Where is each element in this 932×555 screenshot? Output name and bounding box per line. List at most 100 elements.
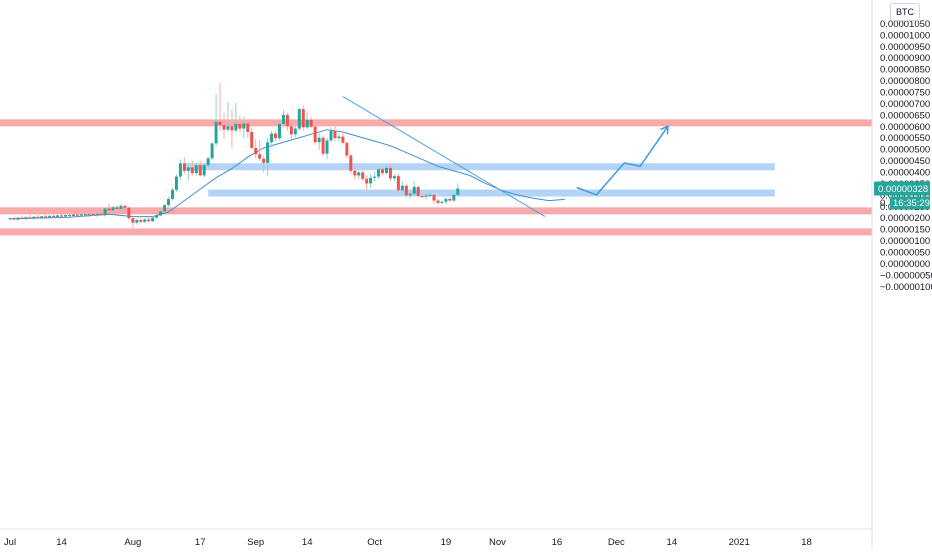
candle[interactable] [206,156,210,168]
candle[interactable] [186,162,190,181]
candle[interactable] [143,218,147,224]
candle[interactable] [444,197,448,204]
candle[interactable] [178,159,182,180]
candle[interactable] [28,215,32,220]
candle[interactable] [293,126,297,138]
candle[interactable] [242,116,246,139]
candle[interactable] [131,216,135,228]
candle[interactable] [313,124,317,146]
candle[interactable] [135,218,139,225]
candle[interactable] [392,174,396,182]
candle[interactable] [226,102,230,132]
candle[interactable] [24,216,28,221]
candle[interactable] [60,213,64,218]
candle[interactable] [75,212,79,217]
candle[interactable] [79,213,83,218]
candle[interactable] [16,216,20,221]
candle[interactable] [361,170,365,182]
candle[interactable] [337,133,341,142]
candle[interactable] [452,193,456,202]
candle[interactable] [377,167,381,179]
candle[interactable] [274,130,278,142]
candle[interactable] [289,121,293,139]
candle[interactable] [190,160,194,176]
candle[interactable] [63,214,67,218]
candle[interactable] [155,214,159,219]
candle[interactable] [182,157,186,174]
candle[interactable] [32,216,36,220]
candle[interactable] [373,171,377,182]
candle[interactable] [194,162,198,176]
candle[interactable] [309,117,313,129]
candle[interactable] [20,215,24,220]
currency-button[interactable]: BTC [890,3,920,21]
candle[interactable] [456,183,460,196]
candle[interactable] [238,116,242,132]
candle[interactable] [448,196,452,203]
horizontal-zone-red[interactable] [0,228,872,236]
horizontal-zone-red[interactable] [0,207,872,215]
candle[interactable] [341,130,345,145]
candle[interactable] [277,119,281,141]
time-axis[interactable]: Jul 14 Aug 17 Sep 14 Oct 19 Nov 16 Dec 14 2021 18 [4,537,812,548]
candle[interactable] [357,170,361,180]
candle[interactable] [12,216,16,221]
candle[interactable] [262,156,266,173]
candle[interactable] [432,194,436,204]
candle[interactable] [234,102,238,133]
candle[interactable] [420,194,424,199]
candle[interactable] [301,105,305,131]
candle[interactable] [333,126,337,141]
candle[interactable] [440,200,444,205]
candle[interactable] [285,112,289,131]
candle[interactable] [297,108,301,131]
candle[interactable] [56,214,60,219]
candle[interactable] [281,110,285,128]
candle[interactable] [349,154,353,174]
candle[interactable] [329,127,333,143]
candle[interactable] [71,213,75,218]
projection-path[interactable] [576,125,669,196]
candle[interactable] [115,205,119,211]
candle[interactable] [388,165,392,182]
candle[interactable] [365,175,369,191]
candle[interactable] [107,203,111,211]
horizontal-level-blue[interactable] [184,163,775,171]
candle[interactable] [214,94,218,147]
candle[interactable] [230,109,234,148]
candle[interactable] [369,173,373,188]
candle[interactable] [36,214,40,219]
candle[interactable] [222,112,226,139]
candle[interactable] [99,212,103,216]
candle[interactable] [258,140,262,162]
candle[interactable] [404,183,408,198]
candle[interactable] [436,198,440,206]
candle[interactable] [270,130,274,147]
descending-trendline[interactable] [342,96,546,218]
candle[interactable] [317,130,321,151]
candle[interactable] [67,212,71,217]
candle[interactable] [52,213,56,218]
candle[interactable] [381,167,385,176]
candle[interactable] [250,127,254,150]
candle[interactable] [408,191,412,199]
candle[interactable] [396,173,400,193]
horizontal-zone-red[interactable] [0,119,872,127]
candle[interactable] [384,166,388,175]
candle[interactable] [8,217,12,221]
candle[interactable] [424,193,428,200]
candle[interactable] [218,82,222,131]
candle[interactable] [123,204,127,210]
candle[interactable] [151,216,155,223]
candle[interactable] [198,160,202,177]
candle[interactable] [83,212,87,217]
candle[interactable] [416,185,420,198]
candle[interactable] [139,216,143,223]
candle[interactable] [345,142,349,159]
candle[interactable] [40,215,44,220]
candle[interactable] [119,204,123,211]
price-axis[interactable]: 0.000010500.000010000.000009500.00000900… [880,19,932,293]
candle[interactable] [127,206,131,220]
